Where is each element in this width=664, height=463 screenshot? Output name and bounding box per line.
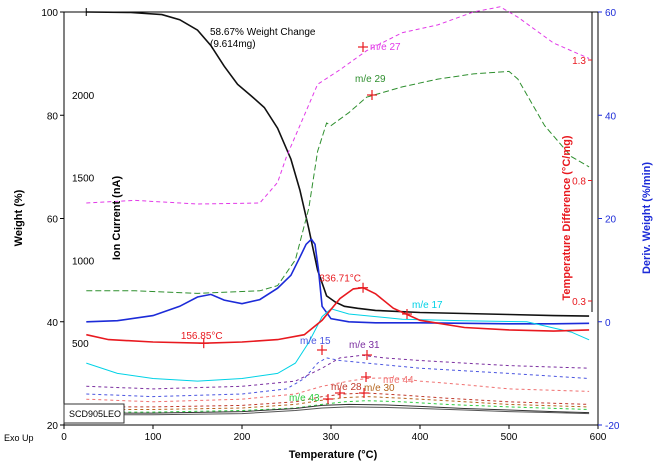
weight-axis-label: Weight (%) [13,189,25,246]
series-label-m-e-30: m/e 30 [364,383,395,394]
onset-label: 156.85°C [181,331,223,342]
series-line-baseline2 [86,406,590,416]
weight-tick-label: 60 [47,215,59,226]
weight-change-line1: 58.67% Weight Change [210,27,316,38]
sample-label-box [63,403,125,424]
deriv-tick-label: 0 [605,318,611,329]
temp-diff-tick-label: 1.3 [572,56,586,67]
sample-label: SCD905LEO [69,409,121,419]
series-line-m-e-28 [86,392,590,408]
ion-current-tick-label: 1500 [72,174,95,185]
deriv-tick-label: 40 [605,111,617,122]
temp-diff-tick-label: 0.3 [572,297,586,308]
series-label-m-e-15: m/e 15 [300,336,331,347]
series-line-weight [86,11,590,317]
series-line-m-e-30 [86,396,590,410]
series-line-deriv [86,237,590,325]
series-label-m-e-28: m/e 28 [331,382,362,393]
series-label-m-e-44: m/e 44 [383,375,414,386]
deriv-tick-label: -20 [605,421,620,432]
series-line-baseline1 [86,403,590,414]
plot-frame: 0 100 200 300 400 500 600204060801005001000150… [41,8,620,443]
ion-current-tick-label: 1000 [72,256,95,267]
axis-labels: Temperature (°C) Weight (%) Ion Current … [4,27,653,461]
series-line-m-e-17 [86,308,590,382]
ion-current-tick-label: 500 [72,339,89,350]
weight-tick-label: 80 [47,111,59,122]
ion-current-tick-label: 2000 [72,91,95,102]
series-label-m-e-27: m/e 27 [370,42,401,53]
x-tick-label: 200 [234,432,251,443]
x-tick-label: 0 [61,432,67,443]
x-tick-label: 300 [323,432,340,443]
x-tick-label: 400 [412,432,429,443]
weight-change-line2: (9.614mg) [210,39,256,50]
deriv-tick-label: 20 [605,215,617,226]
label-layer: m/e 27m/e 29m/e 17m/e 15 m/e 31m/e 44m/e … [181,42,443,404]
weight-tick-label: 20 [47,421,59,432]
series-label-m-e-43: m/e 43 [289,393,320,404]
x-tick-label: 100 [145,432,162,443]
series-label-m-e-31: m/e 31 [349,340,380,351]
exo-up-label: Exo Up [4,433,34,443]
series-line-m-e-43 [86,400,590,413]
x-tick-label: 600 [590,432,607,443]
weight-tick-label: 100 [41,8,58,19]
ion-current-axis-label: Ion Current (nA) [111,176,123,261]
series-line-m-e-29 [86,70,590,294]
series-line-m-e-31 [86,354,590,390]
series-line-m-e-44 [86,376,590,403]
marker-layer [85,8,412,404]
peak-label: 336.71°C [319,274,361,285]
temp-diff-tick-label: 0.8 [572,177,586,188]
series-layer [86,6,590,416]
series-label-m-e-29: m/e 29 [355,74,386,85]
temp-diff-axis-label: Temperature Difference (°C/mg) [561,135,573,300]
series-label-m-e-17: m/e 17 [412,300,443,311]
x-tick-label: 500 [501,432,518,443]
series-line-m-e-27 [86,6,590,205]
plot-border [63,11,599,426]
x-axis-label: Temperature (°C) [289,449,378,461]
series-line-temperature-difference [86,286,590,345]
series-line-m-e-15 [86,357,590,398]
weight-tick-label: 40 [47,318,59,329]
deriv-weight-axis-label: Deriv. Weight (%/min) [641,162,653,274]
deriv-tick-label: 60 [605,8,617,19]
